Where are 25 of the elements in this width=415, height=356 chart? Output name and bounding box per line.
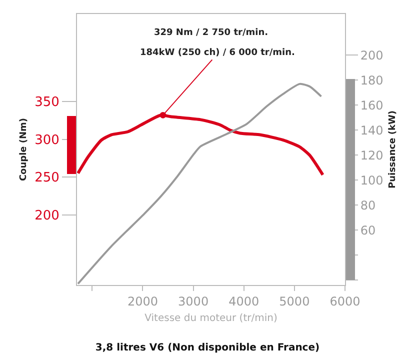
y-axis-title: Couple (Nm)	[18, 118, 29, 182]
y-tick-label: 200	[34, 208, 60, 224]
annotation: 329 Nm / 2 750 tr/min.	[154, 28, 268, 38]
line-series	[77, 114, 324, 176]
x-tick-label: 2000	[127, 294, 158, 308]
x-tick-label: 4000	[228, 294, 260, 308]
y2-tick-label: 100	[360, 173, 384, 188]
x-axis-title: Vitesse du moteur (tr/min)	[144, 312, 278, 324]
x-tick-label: 3000	[178, 294, 209, 308]
y2-tick-label: 80	[360, 198, 376, 212]
y2-tick-label: 120	[360, 148, 384, 162]
y2-tick-label: 60	[360, 223, 376, 238]
y2-tick-label: 140	[360, 123, 384, 138]
annotation: 184kW (250 ch) / 6 000 tr/min.	[140, 48, 295, 58]
y2-tick-label: 200	[360, 48, 384, 62]
y2-axis-title: Puissance (kW)	[388, 110, 398, 188]
y-tick-label: 300	[34, 132, 60, 148]
line-series	[77, 82, 322, 285]
x-tick-label: 5000	[279, 294, 310, 308]
x-tick-label: 6000	[330, 294, 360, 308]
y-tick-label: 250	[34, 170, 60, 186]
text: 3,8 litres V6 (Non disponible en France)	[95, 342, 320, 354]
y2-tick-label: 160	[360, 98, 384, 112]
y2-tick-label: 180	[360, 73, 384, 88]
y-tick-label: 350	[34, 95, 60, 110]
